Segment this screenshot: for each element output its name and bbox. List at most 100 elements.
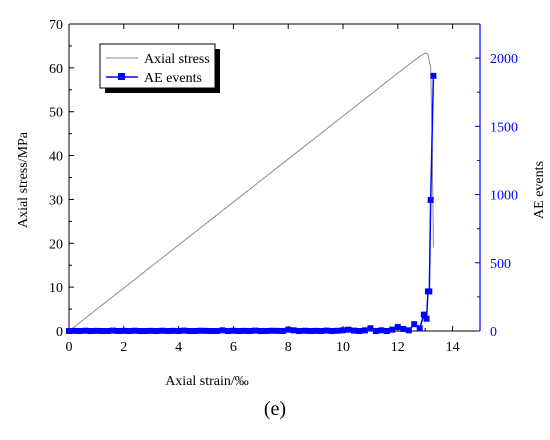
ae-marker <box>66 328 72 334</box>
ae-marker <box>192 328 199 334</box>
ae-marker <box>175 328 182 334</box>
ae-marker <box>274 327 281 334</box>
ae-line <box>68 75 435 332</box>
ae-marker <box>329 328 336 334</box>
ae-marker <box>296 328 303 334</box>
panel-label: (e) <box>263 398 287 420</box>
ae-marker <box>361 327 368 334</box>
left-tick-label: 70 <box>49 18 63 33</box>
right-tick-label: 0 <box>490 325 497 340</box>
ae-marker <box>301 327 308 334</box>
left-tick-label: 40 <box>49 150 63 165</box>
ae-marker <box>142 328 149 334</box>
ae-marker <box>87 328 94 334</box>
left-tick-label: 60 <box>49 62 63 77</box>
ae-marker <box>405 327 412 334</box>
ae-marker <box>367 325 374 332</box>
ae-marker <box>203 327 209 334</box>
ae-marker <box>137 328 144 334</box>
legend-ae-label: AE events <box>144 71 202 86</box>
ae-marker <box>307 328 314 334</box>
x-axis-title: Axial strain/‰ <box>165 374 249 389</box>
x-tick-label: 4 <box>175 340 182 355</box>
x-tick-label: 12 <box>391 340 405 355</box>
legend-ae-marker <box>118 73 125 80</box>
ae-marker <box>394 323 401 330</box>
ae-marker <box>82 327 89 334</box>
ae-marker <box>126 328 133 334</box>
ae-marker <box>268 327 275 334</box>
ae-marker <box>420 311 427 318</box>
ae-marker <box>148 327 155 334</box>
left-tick-label: 50 <box>49 106 63 121</box>
ae-marker <box>257 328 264 334</box>
ae-marker <box>197 327 204 334</box>
left-tick-label: 0 <box>56 325 63 340</box>
ae-series <box>66 72 437 334</box>
ae-marker <box>159 327 166 334</box>
stress-series <box>68 52 434 332</box>
ae-marker <box>389 326 396 333</box>
ae-marker <box>411 321 418 328</box>
ae-marker <box>378 327 385 334</box>
ae-marker <box>318 328 325 334</box>
ae-marker <box>400 325 407 332</box>
ae-marker <box>224 328 231 334</box>
ae-marker <box>164 328 171 334</box>
ae-marker <box>263 328 270 334</box>
ae-marker <box>181 327 188 334</box>
left-tick-label: 20 <box>49 237 63 252</box>
x-tick-label: 6 <box>230 340 237 355</box>
ae-marker <box>93 327 100 334</box>
ae-marker <box>170 327 177 334</box>
ae-marker <box>356 328 363 334</box>
x-tick-label: 2 <box>120 340 127 355</box>
x-tick-label: 10 <box>336 340 350 355</box>
ae-marker <box>120 327 127 334</box>
ae-marker <box>430 72 437 79</box>
ae-marker <box>279 328 286 334</box>
ae-marker <box>350 327 357 334</box>
ae-marker <box>252 327 259 334</box>
ae-marker <box>423 315 430 322</box>
x-tick-label: 14 <box>446 340 460 355</box>
legend-box <box>99 43 216 89</box>
right-axis-ticks: 0 500 1000 1500 2000 <box>475 52 518 340</box>
ae-marker <box>208 328 215 334</box>
ae-marker <box>76 328 83 334</box>
ae-marker <box>427 197 434 204</box>
ae-marker <box>98 328 105 334</box>
ae-marker <box>115 328 122 334</box>
right-tick-label: 500 <box>490 257 511 272</box>
left-tick-label: 30 <box>49 193 63 208</box>
x-axis-ticks: 0 2 4 6 8 10 12 14 <box>66 24 460 355</box>
ae-marker <box>153 328 160 334</box>
left-tick-label: 10 <box>49 281 63 296</box>
ae-marker <box>109 327 116 334</box>
x-tick-label: 0 <box>66 340 73 355</box>
left-axis-title: Axial stress/MPa <box>16 131 31 228</box>
ae-marker <box>230 327 237 334</box>
ae-marker <box>416 325 423 332</box>
right-axis-title: AE events <box>532 161 547 219</box>
right-tick-label: 1000 <box>490 189 518 204</box>
ae-marker <box>312 327 319 334</box>
ae-marker <box>219 327 226 334</box>
ae-marker <box>246 328 253 334</box>
ae-marker <box>323 327 330 334</box>
stress-line <box>68 52 434 332</box>
ae-marker <box>383 328 390 334</box>
ae-marker <box>131 327 138 334</box>
ae-marker <box>285 326 292 333</box>
dual-axis-chart: 0 2 4 6 8 10 12 14 0 10 20 30 40 50 60 70 0 500 1000 1500… <box>16 18 547 389</box>
right-tick-label: 1500 <box>490 120 518 135</box>
legend: Axial stress AE events <box>99 43 220 93</box>
ae-marker <box>334 327 341 334</box>
left-axis-ticks: 0 10 20 30 40 50 60 70 <box>49 18 74 340</box>
ae-marker <box>235 328 242 334</box>
x-tick-label: 8 <box>285 340 292 355</box>
ae-marker <box>340 327 346 334</box>
legend-stress-label: Axial stress <box>144 52 210 67</box>
ae-marker <box>186 328 193 334</box>
ae-marker <box>213 328 220 334</box>
